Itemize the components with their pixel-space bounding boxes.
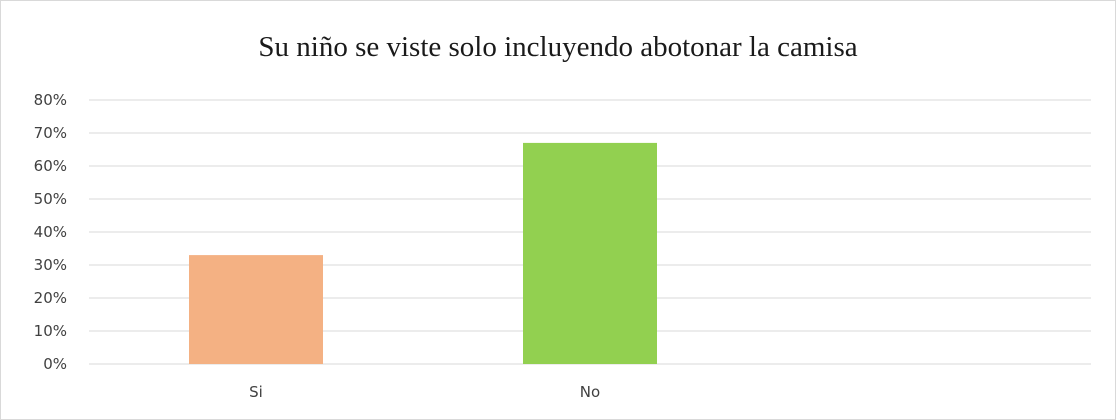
- x-axis-tick-labels: Si No: [249, 383, 600, 401]
- y-tick-label: 60%: [34, 157, 67, 175]
- y-tick-label: 20%: [34, 289, 67, 307]
- y-tick-label: 30%: [34, 256, 67, 274]
- y-tick-label: 70%: [34, 124, 67, 142]
- x-tick-label-si: Si: [249, 383, 263, 401]
- bar-si: [189, 255, 323, 364]
- y-tick-label: 10%: [34, 322, 67, 340]
- y-tick-label: 50%: [34, 190, 67, 208]
- chart-title: Su niño se viste solo incluyendo abotona…: [258, 31, 858, 63]
- x-tick-label-no: No: [580, 383, 600, 401]
- y-axis-tick-labels: 0% 10% 20% 30% 40% 50% 60% 70% 80%: [34, 91, 67, 373]
- bar-no: [523, 142, 657, 364]
- y-tick-label: 40%: [34, 223, 67, 241]
- bars: [189, 142, 657, 364]
- y-tick-label: 0%: [43, 355, 67, 373]
- y-tick-label: 80%: [34, 91, 67, 109]
